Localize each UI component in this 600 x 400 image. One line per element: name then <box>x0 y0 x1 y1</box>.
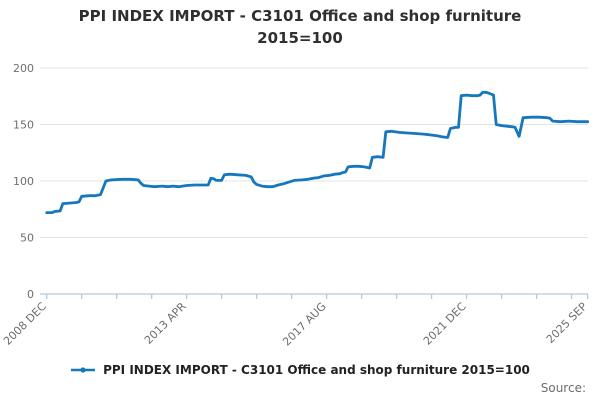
ppi-series-path <box>45 90 590 214</box>
x-tick-label: 2025 SEP <box>544 300 590 346</box>
y-tick-label: 100 <box>13 175 34 188</box>
x-tick-label: 2008 DEC <box>1 300 49 348</box>
source-label: Source: <box>540 381 586 395</box>
chart-title-line2: 2015=100 <box>257 28 343 47</box>
x-tick-label: 2013 APR <box>142 300 189 347</box>
x-axis <box>40 293 589 299</box>
legend: PPI INDEX IMPORT - C3101 Office and shop… <box>0 363 600 377</box>
chart-title: PPI INDEX IMPORT - C3101 Office and shop… <box>0 6 600 50</box>
legend-label: PPI INDEX IMPORT - C3101 Office and shop… <box>103 363 530 377</box>
y-tick-label: 0 <box>27 288 34 301</box>
y-axis-labels: 0 50 100 150 200 <box>13 62 34 301</box>
x-axis-labels: 2008 DEC 2013 APR 2017 AUG 2021 DEC 2025 SEP <box>1 300 590 349</box>
legend-line-marker-icon <box>71 367 96 373</box>
y-tick-label: 200 <box>13 62 34 75</box>
x-tick-label: 2021 DEC <box>421 300 469 348</box>
y-tick-label: 50 <box>20 232 34 245</box>
chart-canvas: 0 50 100 150 200 2008 DEC 2013 APR 2017 AUG 202… <box>1 62 590 349</box>
series-line <box>45 90 590 214</box>
gridlines <box>40 67 588 238</box>
chart-title-line1: PPI INDEX IMPORT - C3101 Office and shop… <box>78 7 522 25</box>
x-tick-label: 2017 AUG <box>280 300 329 349</box>
y-tick-label: 150 <box>13 119 34 132</box>
